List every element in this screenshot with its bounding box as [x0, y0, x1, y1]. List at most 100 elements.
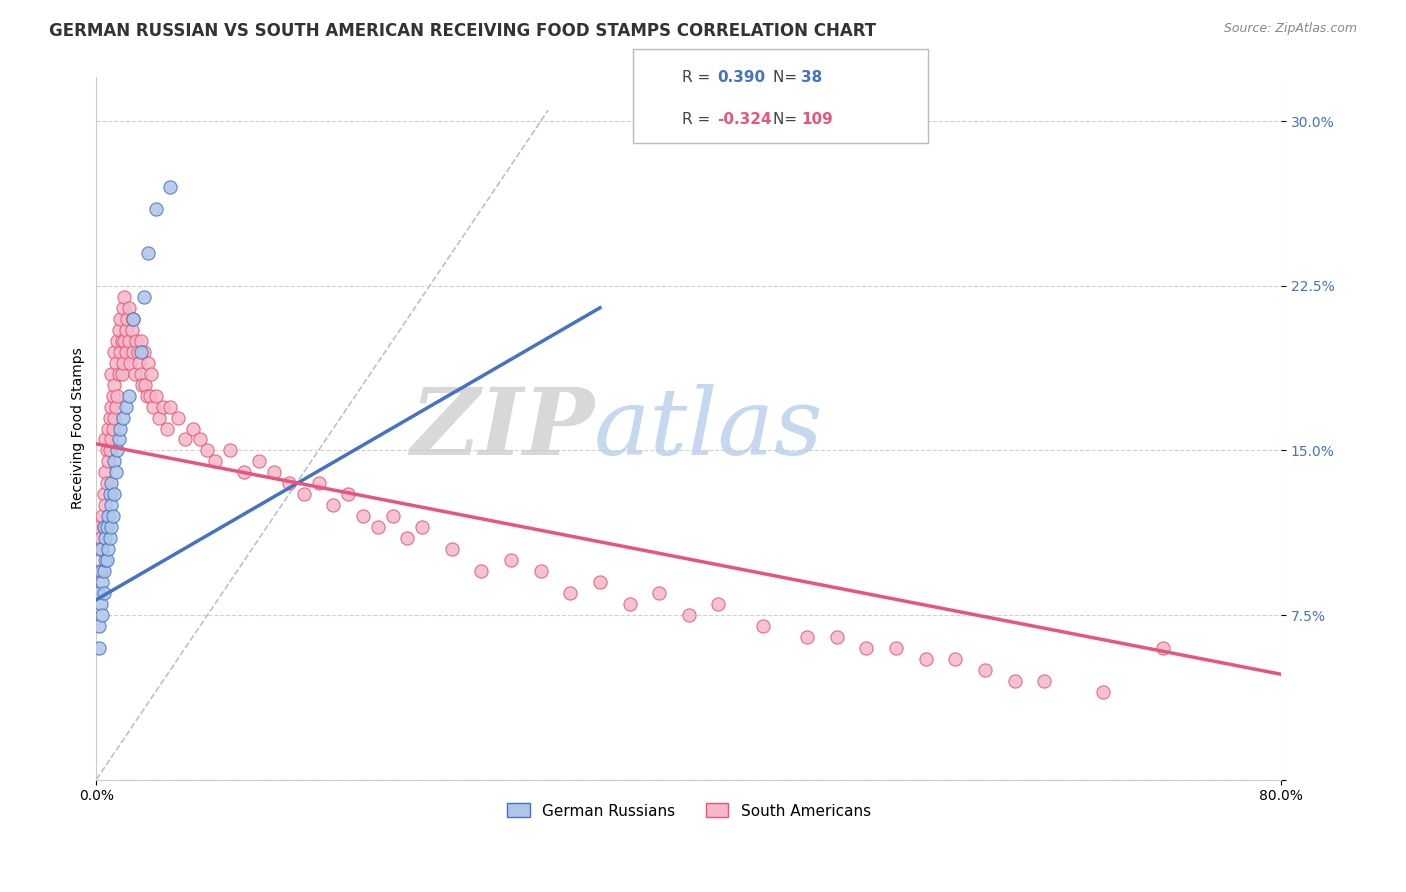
Point [90, 564, 112, 578]
Point [589, 575, 612, 590]
Point [100, 476, 122, 491]
Point [94, 553, 117, 567]
Text: 38: 38 [801, 70, 823, 85]
Point [129, 334, 152, 348]
Text: 109: 109 [801, 112, 834, 128]
Point [411, 520, 433, 534]
Point [337, 487, 360, 501]
Point [100, 520, 122, 534]
Point [131, 377, 153, 392]
Point [148, 410, 170, 425]
Point [396, 531, 419, 545]
Point [103, 377, 125, 392]
Point [381, 509, 404, 524]
Point [90, 531, 112, 545]
Point [103, 344, 125, 359]
Point [98, 531, 121, 545]
Point [91, 542, 114, 557]
Point [120, 356, 142, 370]
Point [96, 443, 118, 458]
Point [115, 400, 138, 414]
Point [129, 367, 152, 381]
Text: N=: N= [773, 112, 803, 128]
Point [470, 564, 492, 578]
Point [100, 499, 122, 513]
Point [93, 487, 115, 501]
Point [530, 564, 553, 578]
Point [96, 553, 118, 567]
Point [1152, 640, 1174, 655]
Point [352, 509, 374, 524]
Point [181, 421, 204, 435]
Point [263, 466, 285, 480]
Point [156, 421, 179, 435]
Point [94, 433, 117, 447]
Point [678, 608, 700, 623]
Point [87, 542, 110, 557]
Point [105, 389, 128, 403]
Point [87, 586, 110, 600]
Point [134, 377, 156, 392]
Point [121, 323, 143, 337]
Point [142, 400, 165, 414]
Point [122, 311, 145, 326]
Point [115, 323, 138, 337]
Point [122, 344, 145, 359]
Point [97, 454, 120, 468]
Point [93, 520, 115, 534]
Point [103, 454, 125, 468]
Point [103, 487, 125, 501]
Text: ZIP: ZIP [409, 384, 593, 474]
Point [914, 652, 936, 666]
Point [136, 356, 159, 370]
Point [93, 520, 115, 534]
Point [107, 433, 129, 447]
Point [108, 311, 131, 326]
Point [104, 466, 127, 480]
Point [648, 586, 671, 600]
Point [125, 334, 148, 348]
Point [855, 640, 877, 655]
Point [152, 400, 174, 414]
Point [233, 466, 256, 480]
Point [96, 476, 118, 491]
Point [97, 509, 120, 524]
Legend: German Russians, South Americans: German Russians, South Americans [501, 797, 877, 824]
Point [111, 356, 134, 370]
Point [94, 531, 117, 545]
Point [277, 476, 299, 491]
Point [145, 389, 167, 403]
Point [619, 597, 641, 611]
Point [128, 356, 150, 370]
Point [174, 433, 197, 447]
Point [127, 344, 149, 359]
Point [118, 334, 141, 348]
Point [108, 344, 131, 359]
Point [100, 367, 122, 381]
Point [322, 499, 344, 513]
Point [1004, 673, 1026, 688]
Point [94, 499, 117, 513]
Point [884, 640, 907, 655]
Point [93, 586, 115, 600]
Point [115, 344, 138, 359]
Point [101, 421, 124, 435]
Point [138, 389, 160, 403]
Point [752, 619, 775, 633]
Point [89, 640, 111, 655]
Point [105, 443, 128, 458]
Text: Source: ZipAtlas.com: Source: ZipAtlas.com [1223, 22, 1357, 36]
Point [111, 301, 134, 315]
Point [98, 443, 121, 458]
Text: N=: N= [773, 70, 803, 85]
Point [796, 630, 818, 644]
Point [825, 630, 848, 644]
Point [1092, 685, 1115, 699]
Point [132, 290, 155, 304]
Text: R =: R = [682, 112, 716, 128]
Point [118, 301, 141, 315]
Point [159, 400, 181, 414]
Point [197, 443, 219, 458]
Point [247, 454, 270, 468]
Point [94, 466, 117, 480]
